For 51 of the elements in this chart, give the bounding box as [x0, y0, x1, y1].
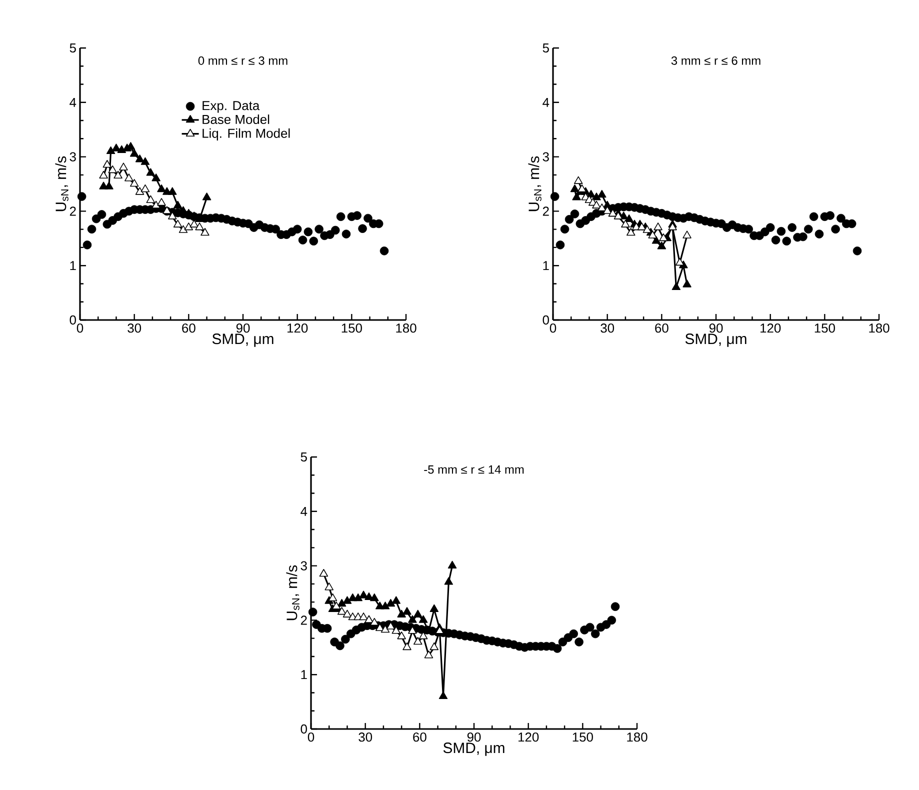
legend-label: Liq. Film Model	[202, 128, 290, 140]
x-tick-label: 0	[308, 732, 314, 742]
text: 3 mm ≤ r ≤ 6 mm	[671, 56, 760, 65]
x-tick-label: 120	[288, 324, 308, 333]
y-tick-label: 1	[543, 261, 549, 270]
text: 0 mm ≤ r ≤ 3 mm	[198, 56, 288, 65]
x-axis-title: SMD, μm	[443, 742, 504, 756]
y-tick-label: 1	[70, 261, 76, 270]
x-tick-label: 180	[869, 324, 890, 333]
y-tick-label: 5	[300, 452, 307, 462]
y-tick-label: 0	[542, 315, 549, 325]
legend-label: Exp. Data	[202, 101, 260, 113]
legend-label: Base Model	[202, 114, 270, 124]
x-axis-title: SMD, μm	[212, 334, 274, 347]
x-tick-label: 90	[467, 732, 481, 742]
y-tick-label: 2	[300, 616, 307, 625]
y-tick-label: 4	[542, 98, 550, 107]
text: -5 mm ≤ r ≤ 14 mm	[424, 465, 524, 474]
x-tick-label: 150	[814, 324, 835, 333]
x-tick-label: 90	[236, 324, 250, 333]
x-tick-label: 30	[600, 324, 614, 333]
y-tick-label: 5	[70, 43, 76, 53]
y-tick-label: 2	[70, 206, 76, 216]
y-tick-label: 3	[70, 152, 76, 162]
x-tick-label: 90	[709, 324, 723, 333]
x-tick-label: 30	[128, 324, 142, 333]
y-tick-label: 0	[300, 724, 307, 734]
x-tick-label: 0	[76, 324, 84, 333]
y-tick-label: 4	[70, 98, 76, 107]
x-tick-label: 60	[182, 324, 196, 333]
y-axis-title: U$_{sN}$, m/s	[286, 565, 300, 620]
x-tick-label: 60	[655, 324, 668, 333]
x-tick-label: 0	[550, 324, 556, 333]
x-tick-label: 180	[396, 324, 416, 333]
x-tick-label: 120	[760, 324, 781, 333]
y-tick-label: 0	[70, 315, 76, 325]
x-tick-label: 150	[342, 324, 362, 333]
y-tick-label: 5	[542, 43, 549, 53]
x-tick-label: 60	[413, 732, 426, 742]
y-tick-label: 2	[542, 206, 549, 216]
y-tick-label: 4	[300, 506, 308, 516]
y-tick-label: 3	[542, 152, 549, 162]
y-axis-title: U$_{sN}$, m/s	[528, 156, 542, 212]
x-tick-label: 120	[518, 732, 539, 742]
y-tick-label: 1	[301, 670, 307, 680]
x-axis-title: SMD, μm	[685, 334, 746, 347]
x-tick-label: 30	[358, 732, 372, 742]
x-tick-label: 150	[572, 732, 593, 742]
y-axis-title: U$_{sN}$, m/s	[55, 156, 68, 212]
x-tick-label: 180	[627, 732, 648, 742]
y-tick-label: 3	[300, 561, 307, 570]
